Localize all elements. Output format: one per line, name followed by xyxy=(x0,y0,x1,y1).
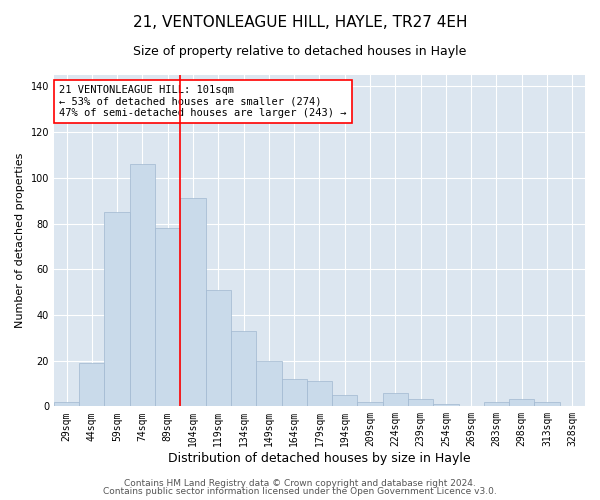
Bar xyxy=(408,400,433,406)
Bar xyxy=(535,402,560,406)
Y-axis label: Number of detached properties: Number of detached properties xyxy=(15,153,25,328)
Bar xyxy=(484,402,509,406)
Bar xyxy=(509,400,535,406)
Bar xyxy=(181,198,206,406)
Text: 21, VENTONLEAGUE HILL, HAYLE, TR27 4EH: 21, VENTONLEAGUE HILL, HAYLE, TR27 4EH xyxy=(133,15,467,30)
Bar xyxy=(358,402,383,406)
Bar xyxy=(155,228,181,406)
Bar xyxy=(433,404,458,406)
Bar xyxy=(54,402,79,406)
Bar xyxy=(256,360,281,406)
Bar xyxy=(383,392,408,406)
Bar xyxy=(281,379,307,406)
Text: Contains public sector information licensed under the Open Government Licence v3: Contains public sector information licen… xyxy=(103,487,497,496)
Text: Size of property relative to detached houses in Hayle: Size of property relative to detached ho… xyxy=(133,45,467,58)
Bar xyxy=(332,395,358,406)
Bar xyxy=(130,164,155,406)
Bar xyxy=(231,331,256,406)
Bar xyxy=(104,212,130,406)
Text: 21 VENTONLEAGUE HILL: 101sqm
← 53% of detached houses are smaller (274)
47% of s: 21 VENTONLEAGUE HILL: 101sqm ← 53% of de… xyxy=(59,85,347,118)
X-axis label: Distribution of detached houses by size in Hayle: Distribution of detached houses by size … xyxy=(168,452,471,465)
Bar xyxy=(206,290,231,406)
Bar xyxy=(307,381,332,406)
Text: Contains HM Land Registry data © Crown copyright and database right 2024.: Contains HM Land Registry data © Crown c… xyxy=(124,478,476,488)
Bar xyxy=(79,363,104,406)
